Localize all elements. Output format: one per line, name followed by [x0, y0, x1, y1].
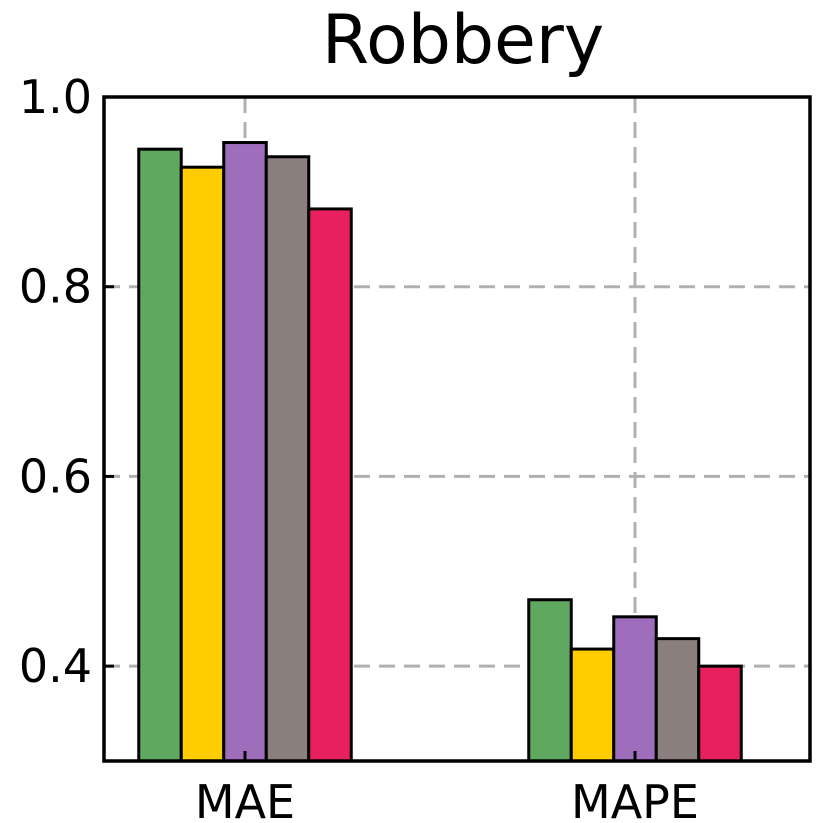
- bar-mae-4: [264, 155, 311, 763]
- bar-mae-3: [222, 141, 268, 763]
- bar-mape-2: [569, 647, 616, 763]
- labels-layer: 0.4 0.6 0.8 1.0 MAE MAPE: [19, 70, 699, 823]
- bars-layer: [137, 141, 743, 763]
- plot-frame: [102, 95, 812, 763]
- bar-mape-1: [527, 598, 573, 763]
- bar-mape-5: [697, 664, 743, 763]
- y-tick-label: 0.6: [19, 449, 92, 503]
- x-tick-label: MAE: [195, 775, 295, 823]
- y-tick-label: 1.0: [19, 70, 92, 124]
- y-tick-label: 0.8: [19, 260, 92, 314]
- bar-mae-1: [137, 147, 183, 763]
- bar-mape-4: [654, 637, 701, 763]
- bar-mae-5: [307, 207, 353, 763]
- x-tick-label: MAPE: [571, 775, 699, 823]
- chart-title: Robbery: [322, 1, 604, 80]
- y-tick-label: 0.4: [19, 639, 92, 693]
- bar-mae-2: [179, 165, 226, 763]
- ticks-layer: [104, 95, 637, 761]
- bar-mape-3: [612, 615, 658, 763]
